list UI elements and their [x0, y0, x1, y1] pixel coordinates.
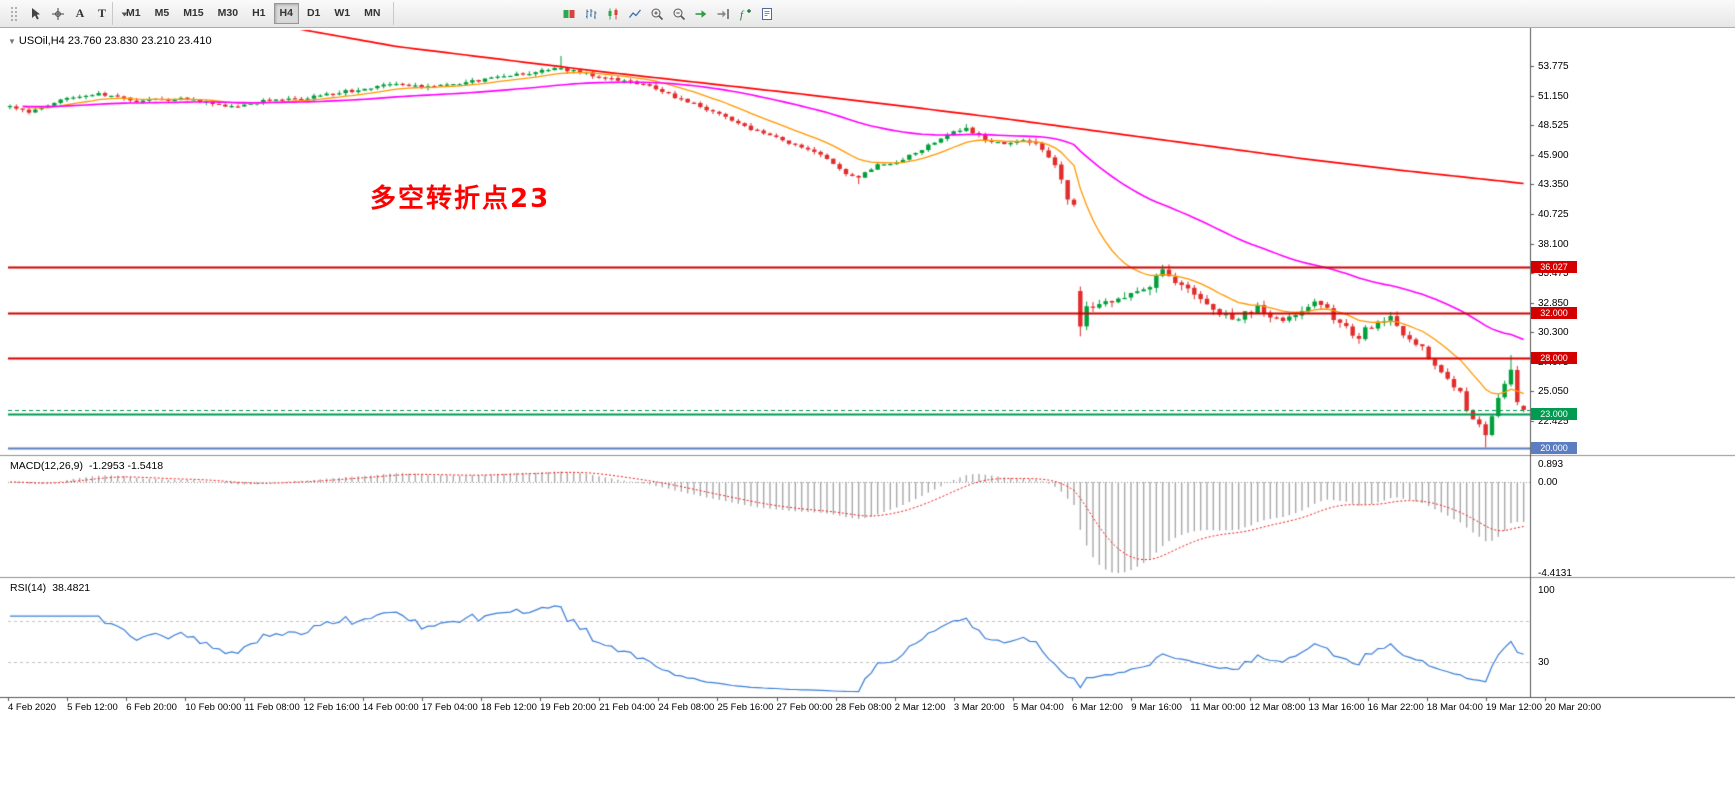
symbol-ohlc-line: ▼ USOil,H4 23.760 23.830 23.210 23.410: [8, 35, 212, 47]
line-chart-icon[interactable]: [625, 4, 645, 24]
shapes-dropdown-icon[interactable]: [114, 4, 134, 24]
time-scale-label[interactable]: 5 Feb 12:00: [67, 702, 118, 713]
text-annotation-icon[interactable]: A: [75, 6, 85, 20]
time-scale-label[interactable]: 5 Mar 04:00: [1013, 702, 1064, 713]
time-scale-label[interactable]: 9 Mar 16:00: [1131, 702, 1182, 713]
price-scale-label: 53.775: [1538, 61, 1569, 72]
time-scale-label[interactable]: 17 Feb 04:00: [421, 702, 478, 713]
price-scale-label: 43.350: [1538, 179, 1569, 191]
timeframe-button-h4[interactable]: H4: [273, 3, 299, 24]
time-scale-label[interactable]: 18 Feb 12:00: [480, 702, 537, 713]
timeframe-button-m30[interactable]: M30: [212, 3, 244, 24]
time-scale-label[interactable]: 27 Feb 00:00: [776, 702, 833, 713]
price-scale-label: 32.850: [1538, 297, 1569, 309]
toolbars-grip-icon[interactable]: [4, 4, 24, 24]
time-scale-label[interactable]: 11 Feb 08:00: [244, 702, 300, 713]
price-scale-label: 30.300: [1538, 326, 1569, 338]
price-tag: 20.000: [1531, 442, 1577, 455]
templates-icon[interactable]: [757, 4, 777, 24]
timeframe-button-m5[interactable]: M5: [149, 3, 176, 24]
time-scale-label[interactable]: 24 Feb 08:00: [658, 702, 715, 713]
macd-values: -1.2953 -1.5418: [88, 460, 164, 472]
time-scale-label[interactable]: 6 Mar 12:00: [1072, 702, 1123, 713]
timeframe-toolbar: M1 M5 M15 M30 H1 H4 D1 W1 MN: [112, 2, 395, 25]
crosshair-icon[interactable]: [48, 4, 68, 24]
timeframe-button-w1[interactable]: W1: [328, 3, 356, 24]
timeframe-button-m15[interactable]: M15: [177, 3, 209, 24]
candlestick-chart-icon[interactable]: [603, 4, 623, 24]
bar-chart-icon[interactable]: [581, 4, 601, 24]
time-scale-label[interactable]: 25 Feb 16:00: [717, 702, 774, 713]
chart-window: ▼ USOil,H4 23.760 23.830 23.210 23.410 多空…: [0, 28, 1735, 793]
time-scale-label[interactable]: 12 Mar 08:00: [1249, 702, 1306, 713]
time-scale-label[interactable]: 21 Feb 04:00: [599, 702, 656, 713]
svg-text:f: f: [740, 9, 745, 21]
price-scale-label: 45.900: [1538, 150, 1569, 162]
macd-scale-label: 0.00: [1538, 477, 1558, 488]
time-scale-label[interactable]: 3 Mar 20:00: [953, 702, 1005, 713]
chart-toolbar: f: [558, 2, 778, 25]
time-scale-label[interactable]: 10 Feb 00:00: [185, 702, 242, 713]
time-scale-label[interactable]: 28 Feb 08:00: [835, 702, 892, 713]
timeframe-button-m1[interactable]: M1: [120, 3, 147, 24]
chart-canvas[interactable]: [0, 28, 1735, 793]
chart-overlay: ▼ USOil,H4 23.760 23.830 23.210 23.410 多空…: [0, 28, 1735, 793]
price-tag: 23.000: [1531, 408, 1577, 421]
time-scale-label[interactable]: 16 Mar 22:00: [1367, 702, 1424, 713]
time-scale-label[interactable]: 14 Feb 00:00: [362, 702, 419, 713]
macd-name: MACD(12,26,9): [10, 460, 83, 472]
macd-label: MACD(12,26,9) -1.2953 -1.5418: [10, 460, 163, 472]
time-scale-label[interactable]: 11 Mar 00:00: [1190, 702, 1246, 713]
rsi-value: 38.4821: [52, 582, 91, 594]
price-scale-label: 38.100: [1538, 238, 1569, 250]
price-tag: 32.000: [1531, 306, 1577, 319]
price-scale-label: 48.525: [1538, 120, 1569, 132]
time-scale-label[interactable]: 19 Feb 20:00: [540, 702, 597, 713]
timeframe-button-mn[interactable]: MN: [358, 3, 386, 24]
rsi-scale-label: 100: [1538, 585, 1555, 596]
price-scale-label: 35.475: [1538, 268, 1569, 280]
time-scale-label[interactable]: 2 Mar 12:00: [894, 702, 946, 713]
rsi-name: RSI(14): [10, 582, 47, 594]
time-scale-label[interactable]: 12 Feb 16:00: [303, 702, 360, 713]
zoom-in-icon[interactable]: [647, 4, 667, 24]
rsi-label: RSI(14) 38.4821: [10, 582, 90, 594]
symbol-ohlc-text: USOil,H4 23.760 23.830 23.210 23.410: [18, 35, 212, 47]
time-scale-label[interactable]: 4 Feb 2020: [8, 702, 57, 713]
price-tag: 36.027: [1531, 260, 1577, 273]
macd-scale-label: -4.4131: [1538, 568, 1572, 579]
price-scale-label: 22.425: [1538, 416, 1569, 427]
time-scale-label[interactable]: 6 Feb 20:00: [126, 702, 177, 713]
timeframe-button-h1[interactable]: H1: [246, 3, 271, 24]
price-scale-label: 25.050: [1538, 386, 1569, 398]
chart-shift-icon[interactable]: [713, 4, 733, 24]
timeframe-button-d1[interactable]: D1: [301, 3, 326, 24]
macd-scale-label: 0.893: [1538, 458, 1564, 470]
cursor-icon[interactable]: [26, 4, 46, 24]
price-scale-label: 51.150: [1538, 90, 1569, 102]
price-tag: 28.000: [1531, 351, 1577, 364]
new-order-icon[interactable]: [559, 4, 579, 24]
chart-annotation-text[interactable]: 多空转折点23: [370, 184, 551, 214]
auto-scroll-icon[interactable]: [691, 4, 711, 24]
one-click-trading-toggle[interactable]: ▼: [8, 37, 16, 46]
rsi-scale-label: 30: [1538, 657, 1550, 668]
price-scale-label: 40.725: [1538, 208, 1569, 220]
zoom-out-icon[interactable]: [669, 4, 689, 24]
text-label-icon[interactable]: T: [97, 6, 106, 20]
indicators-icon[interactable]: f: [735, 4, 755, 24]
time-scale-label[interactable]: 19 Mar 12:00: [1486, 702, 1542, 713]
time-scale-label[interactable]: 13 Mar 16:00: [1308, 702, 1365, 713]
time-scale-label[interactable]: 20 Mar 20:00: [1545, 702, 1602, 713]
time-scale-label[interactable]: 18 Mar 04:00: [1426, 702, 1483, 713]
